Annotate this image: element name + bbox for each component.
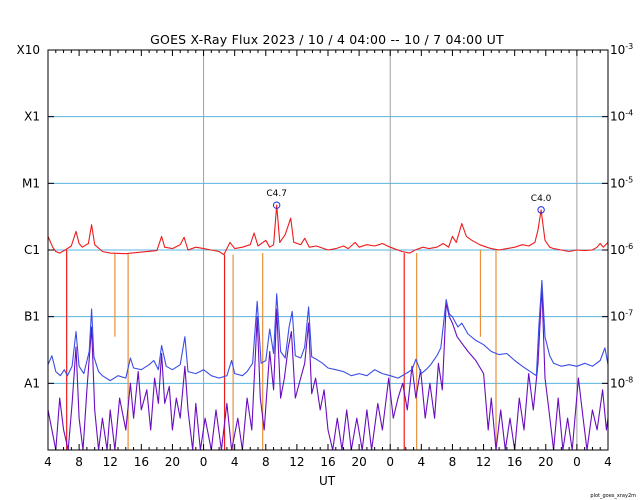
x-tick-label: 8 bbox=[75, 455, 83, 469]
plot-series bbox=[47, 204, 609, 451]
right-tick-label: 10-7 bbox=[610, 309, 633, 324]
x-tick-label: 16 bbox=[320, 455, 335, 469]
x-tick-label: 12 bbox=[289, 455, 304, 469]
flare-label: C4.0 bbox=[531, 194, 552, 204]
left-axis-ticks: X10 X1 M1 C1 B1 A1 bbox=[17, 43, 54, 390]
chart-title: GOES X-Ray Flux 2023 / 10 / 4 04:00 -- 1… bbox=[150, 32, 504, 47]
left-tick-label: B1 bbox=[24, 310, 40, 324]
left-tick-label: C1 bbox=[24, 243, 40, 257]
right-tick-label: 10-6 bbox=[610, 242, 633, 257]
series-line-short2 bbox=[47, 286, 609, 451]
x-tick-label: 20 bbox=[165, 455, 180, 469]
x-tick-label: 0 bbox=[573, 455, 581, 469]
x-tick-label: 4 bbox=[231, 455, 239, 469]
left-tick-label: X1 bbox=[24, 110, 40, 124]
left-tick-label: M1 bbox=[22, 176, 40, 190]
series-line-long bbox=[47, 204, 609, 256]
left-tick-label: X10 bbox=[17, 43, 41, 57]
x-tick-label: 8 bbox=[449, 455, 457, 469]
right-tick-label: 10-8 bbox=[610, 375, 633, 390]
x-tick-label: 20 bbox=[351, 455, 366, 469]
series-line-short bbox=[47, 279, 609, 382]
flare-marker bbox=[537, 206, 545, 214]
right-axis-ticks: 10-3 10-4 10-5 10-6 10-7 10-8 bbox=[602, 42, 633, 390]
plot-annotations: C4.7 C4.0 bbox=[266, 189, 552, 214]
flare-label: C4.7 bbox=[266, 189, 287, 199]
x-tick-label: 12 bbox=[476, 455, 491, 469]
x-tick-label: 12 bbox=[103, 455, 118, 469]
x-tick-label: 4 bbox=[418, 455, 426, 469]
x-axis-ticks: 4 8 12 16 20 0 4 8 12 16 20 0 4 8 12 16 20 0 4 bbox=[44, 50, 612, 469]
footer-label: plot_goes_xray2m bbox=[590, 493, 636, 499]
right-tick-label: 10-4 bbox=[610, 109, 633, 124]
x-tick-label: 0 bbox=[386, 455, 394, 469]
x-tick-label: 8 bbox=[262, 455, 270, 469]
x-tick-label: 0 bbox=[200, 455, 208, 469]
x-axis-label: UT bbox=[319, 474, 336, 488]
x-tick-label: 16 bbox=[134, 455, 149, 469]
flare-marker bbox=[272, 201, 281, 209]
x-tick-label: 16 bbox=[507, 455, 522, 469]
x-tick-label: 4 bbox=[604, 455, 612, 469]
x-tick-label: 4 bbox=[44, 455, 52, 469]
right-tick-label: 10-3 bbox=[610, 42, 633, 57]
left-tick-label: A1 bbox=[24, 376, 40, 390]
right-tick-label: 10-5 bbox=[610, 175, 633, 190]
x-tick-label: 20 bbox=[538, 455, 553, 469]
